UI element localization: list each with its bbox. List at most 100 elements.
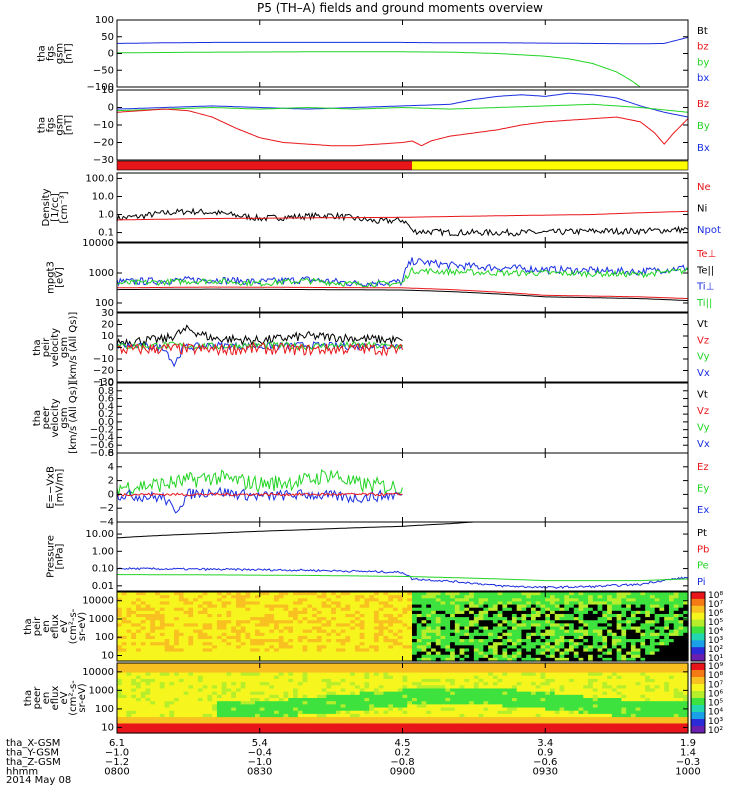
- heat-cell: [302, 669, 308, 674]
- heat-cell: [193, 595, 199, 599]
- heat-cell: [478, 657, 484, 662]
- heat-cell: [464, 729, 470, 734]
- heat-cell: [216, 635, 223, 640]
- heat-cell: [359, 623, 366, 628]
- heat-cell: [497, 617, 504, 621]
- heat-cell: [197, 694, 204, 699]
- heat-cell: [397, 598, 404, 603]
- heat-cell: [526, 707, 532, 712]
- heat-cell: [573, 601, 580, 606]
- heat-cell: [278, 710, 285, 715]
- heat-cell: [121, 666, 128, 670]
- heat-cell: [174, 610, 180, 615]
- heat-cell: [492, 675, 499, 680]
- heat-cell: [464, 707, 470, 712]
- heat-cell: [559, 592, 565, 596]
- heat-cell: [226, 691, 232, 696]
- heat-cell: [478, 635, 484, 640]
- heat-cell: [212, 710, 218, 715]
- heat-cell: [150, 657, 156, 662]
- heat-cell: [659, 620, 665, 624]
- heat-cell: [564, 642, 570, 646]
- heat-cell: [450, 691, 456, 696]
- heat-cell: [245, 592, 251, 596]
- heat-cell: [578, 623, 584, 628]
- heat-cell: [140, 642, 147, 646]
- heat-cell: [431, 726, 437, 731]
- heat-cell: [231, 648, 237, 653]
- heat-cell: [454, 598, 461, 603]
- heat-cell: [616, 601, 622, 606]
- heat-cell: [150, 610, 156, 615]
- heat-cell: [488, 698, 494, 702]
- heat-cell: [221, 648, 228, 653]
- heat-cell: [136, 592, 142, 596]
- heat-cell: [388, 648, 394, 653]
- heat-cell: [388, 717, 394, 721]
- heat-cell: [274, 648, 280, 653]
- heat-cell: [174, 698, 180, 702]
- heat-cell: [226, 707, 232, 712]
- heat-cell: [131, 604, 137, 609]
- panel-frame: [116, 172, 689, 243]
- heat-cell: [426, 623, 432, 628]
- heat-cell: [221, 635, 228, 640]
- heat-cell: [545, 601, 551, 606]
- heat-cell: [240, 713, 247, 718]
- heat-cell: [245, 723, 251, 728]
- heat-cell: [293, 707, 299, 712]
- colorbar-swatch: [691, 608, 705, 611]
- heat-cell: [117, 672, 123, 677]
- heat-cell: [121, 682, 128, 686]
- heat-cell: [459, 595, 465, 599]
- heat-cell: [264, 635, 270, 640]
- heat-cell: [402, 610, 408, 615]
- heat-cell: [383, 685, 389, 690]
- heat-cell: [212, 726, 218, 731]
- heat-cell: [511, 626, 518, 631]
- heat-cell: [359, 669, 366, 674]
- heat-cell: [340, 617, 346, 621]
- heat-cell: [297, 717, 304, 721]
- heat-cell: [454, 635, 461, 640]
- heat-cell: [440, 707, 446, 712]
- heat-cell: [345, 629, 351, 634]
- heat-cell: [683, 639, 689, 643]
- heat-cell: [302, 642, 308, 646]
- heat-cell: [178, 607, 185, 612]
- heat-cell: [659, 635, 665, 640]
- heat-cell: [335, 663, 342, 667]
- heat-cell: [426, 610, 432, 615]
- heat-cell: [145, 592, 151, 596]
- heat-cell: [131, 613, 137, 618]
- heat-cell: [602, 651, 608, 656]
- heat-cell: [597, 617, 603, 621]
- heat-cell: [412, 617, 418, 621]
- heat-cell: [478, 723, 484, 728]
- heat-cell: [426, 595, 432, 599]
- heat-cell: [159, 678, 166, 683]
- heat-cell: [492, 678, 499, 683]
- heat-cell: [464, 598, 470, 603]
- heat-cell: [616, 607, 622, 612]
- heat-cell: [159, 675, 166, 680]
- heat-cell: [274, 654, 280, 659]
- heat-cell: [212, 635, 218, 640]
- heat-cell: [126, 645, 132, 650]
- heat-cell: [193, 657, 199, 662]
- heat-cell: [607, 604, 613, 609]
- heat-cell: [450, 672, 456, 677]
- heat-cell: [264, 678, 270, 683]
- heat-cell: [226, 592, 232, 596]
- heat-cell: [174, 629, 180, 634]
- heat-cell: [126, 657, 132, 662]
- colorbar-swatch: [691, 647, 705, 650]
- heat-cell: [369, 657, 375, 662]
- heat-cell: [216, 717, 223, 721]
- heat-cell: [507, 598, 513, 603]
- heat-cell: [445, 723, 451, 728]
- heat-cell: [402, 682, 408, 686]
- heat-cell: [516, 651, 523, 656]
- y-label-line: [1/cc]: [50, 193, 61, 222]
- heat-cell: [326, 717, 332, 721]
